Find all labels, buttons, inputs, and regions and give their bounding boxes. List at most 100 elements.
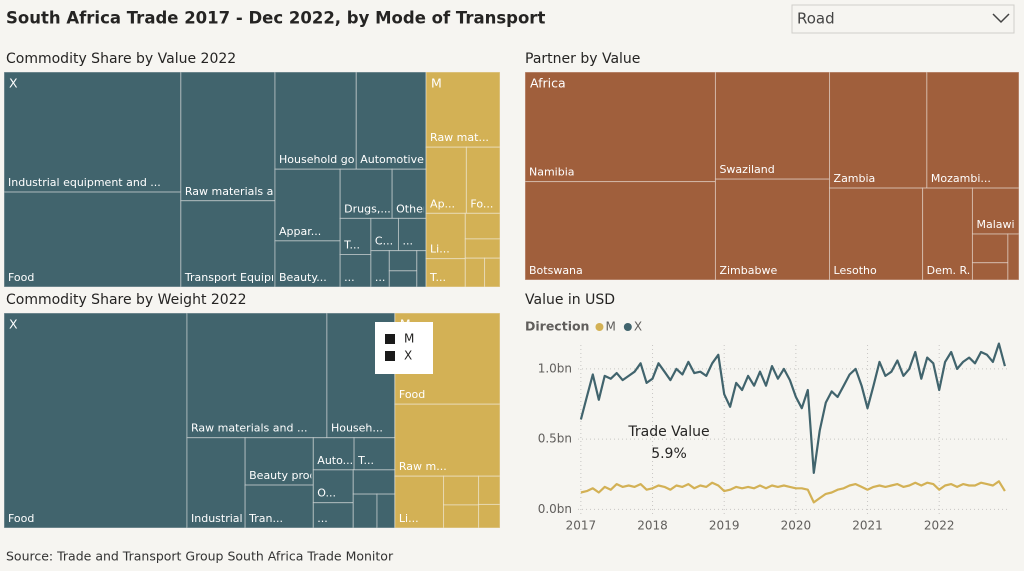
treemap-cell [391, 168, 427, 219]
group-label: Africa [530, 76, 566, 91]
cell-label-clip: Raw m... [399, 460, 447, 473]
dropdown-chevron[interactable] [992, 13, 1010, 24]
x-tick-label: 2022 [924, 519, 955, 533]
cell-label-clip: Beauty produ... [249, 469, 311, 482]
cell-label: Swaziland [719, 163, 774, 176]
cell-label-clip: Auto... [317, 454, 353, 467]
x-tick-label: 2020 [781, 519, 812, 533]
treemap-cell [971, 262, 1009, 281]
cell-label-clip: Raw materials and ... [191, 422, 307, 435]
cell-label-clip: Li... [399, 512, 419, 525]
cell-label-clip: Raw mat... [430, 131, 489, 144]
treemap-cell [524, 181, 716, 281]
source-note: Source: Trade and Transport Group South … [6, 549, 394, 564]
cell-label-clip: T... [429, 271, 446, 284]
treemap-cell [339, 253, 372, 288]
mode-dropdown[interactable]: Road [791, 4, 1015, 34]
legend-label: M [404, 332, 414, 346]
cell-label-clip: C... [375, 235, 393, 248]
cell-label: C... [375, 235, 393, 248]
cell-label-clip: T... [357, 454, 374, 467]
annotation: Trade Value [627, 424, 709, 440]
legend-dot [595, 323, 604, 331]
cell-label: Industrial equ... [191, 512, 277, 525]
cell-label: Lesotho [834, 264, 877, 277]
panel-title: Value in USD [525, 292, 615, 308]
treemap-cell [926, 71, 1020, 189]
treemap-cell [3, 191, 182, 288]
cell-label: Appar... [279, 225, 321, 238]
treemap-cell [922, 187, 973, 281]
treemap-cell [464, 212, 501, 240]
legend-swatch [385, 334, 395, 344]
treemap-cell [464, 238, 501, 259]
group-label: X [9, 317, 18, 332]
panel-title: Commodity Share by Weight 2022 [6, 292, 247, 308]
cell-label-clip: Lesotho [834, 264, 877, 277]
legend-label: X [404, 349, 412, 363]
treemap-cell [186, 312, 328, 439]
legend-dot [623, 323, 632, 331]
series-line [580, 480, 1006, 504]
cell-label: ... [344, 271, 355, 284]
dropdown-value[interactable]: Road [797, 10, 835, 28]
legend-swatch [385, 351, 395, 361]
cell-label: T... [429, 271, 446, 284]
x-tick-label: 2018 [637, 519, 668, 533]
group-label-clip: X [9, 76, 18, 91]
y-tick-label: 0.5bn [538, 432, 572, 446]
cell-label-clip: Botswana [529, 264, 583, 277]
annotation: 5.9% [651, 446, 687, 462]
treemap-cell [355, 71, 427, 170]
treemap-cell [443, 504, 480, 529]
cell-label-clip: Transport Equipm... [184, 271, 292, 284]
cell-label: Transport Equipm... [184, 271, 292, 284]
treemap-cell [397, 217, 427, 252]
treemap-cell [829, 71, 928, 189]
cell-label: Fo... [470, 197, 493, 210]
cell-label: Botswana [529, 264, 583, 277]
dropdown-box[interactable] [791, 4, 1015, 34]
cell-label-clip: Appar... [279, 225, 321, 238]
cell-label-clip: ... [375, 271, 386, 284]
cell-label-clip: Industrial equipment and ... [8, 176, 161, 189]
dashboard-title: South Africa Trade 2017 - Dec 2022, by M… [6, 9, 545, 28]
panel-title: Commodity Share by Value 2022 [6, 51, 236, 67]
y-tick-label: 0.0bn [538, 502, 572, 516]
cell-label-clip: Raw materials and... [185, 185, 273, 198]
treemap-cell [425, 258, 466, 288]
treemap-cell [352, 469, 396, 495]
treemap-cell [443, 475, 480, 506]
cell-label-clip: Zimbabwe [719, 264, 777, 277]
treemap-cell [524, 71, 716, 183]
y-tick-label: 1.0bn [538, 361, 572, 375]
legend-box [375, 322, 433, 374]
treemap-cell [478, 503, 501, 529]
cell-label-clip: Household goods [279, 153, 374, 166]
treemap-cell [416, 250, 427, 288]
cell-label-clip: Food [8, 271, 34, 284]
treemap-cell [464, 257, 486, 288]
legend-title: Direction [525, 319, 589, 334]
cell-label-clip: Fo... [470, 197, 493, 210]
cell-label: Malawi [976, 218, 1014, 231]
treemap-cell [394, 403, 501, 477]
cell-label: Mozambi... [931, 172, 991, 185]
cell-label: Househ... [331, 422, 383, 435]
panel-title: Partner by Value [525, 51, 640, 67]
treemap-cell [465, 146, 501, 214]
treemap-cell [478, 475, 501, 505]
cell-label: Zimbabwe [719, 264, 777, 277]
treemap-cell [376, 493, 396, 529]
cell-label-clip: Malawi [976, 218, 1014, 231]
cell-label-clip: Industrial equ... [191, 512, 277, 525]
cell-label: O... [317, 487, 336, 500]
cell-label-clip: Tran... [248, 512, 283, 525]
treemap-cell [1007, 233, 1020, 281]
cell-label: T... [343, 238, 360, 251]
cell-label: Drugs,... [344, 202, 391, 215]
treemap-cell [244, 484, 314, 529]
group-label: X [9, 76, 18, 91]
cell-label: Auto... [317, 454, 353, 467]
cell-label: Household goods [279, 153, 374, 166]
